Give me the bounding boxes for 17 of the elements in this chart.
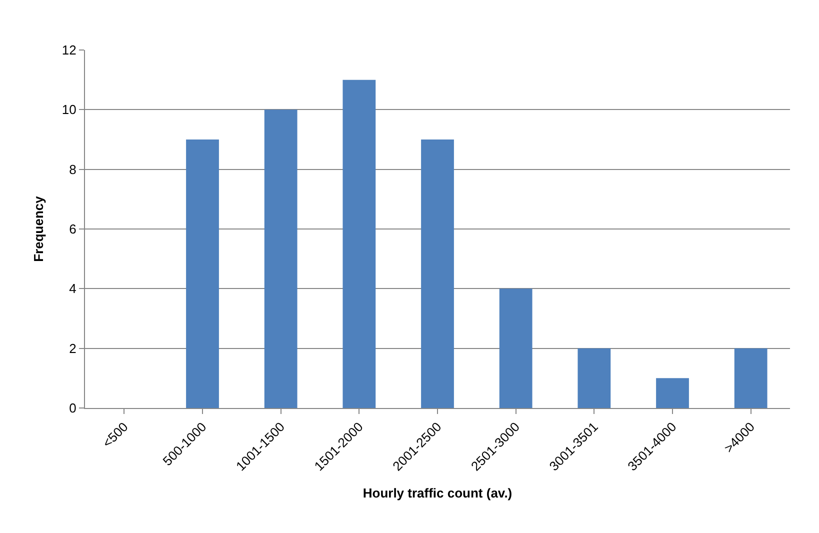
bar (342, 80, 376, 408)
bar (186, 140, 219, 408)
y-tick-label: 10 (62, 102, 76, 118)
y-tick-label: 8 (69, 162, 76, 177)
y-tick-label: 4 (69, 281, 76, 296)
y-tick-label: 12 (62, 42, 76, 58)
bar (578, 348, 611, 408)
y-tick-label: 2 (69, 340, 76, 356)
y-tick-label: 0 (69, 400, 76, 416)
y-axis-title: Frequency (30, 195, 46, 262)
bar (264, 110, 298, 408)
bar (499, 288, 532, 408)
bar (421, 140, 454, 408)
y-tick-label: 6 (69, 222, 76, 237)
bar (656, 378, 689, 408)
bar (734, 348, 768, 408)
x-axis-title: Hourly traffic count (av.) (362, 485, 512, 500)
